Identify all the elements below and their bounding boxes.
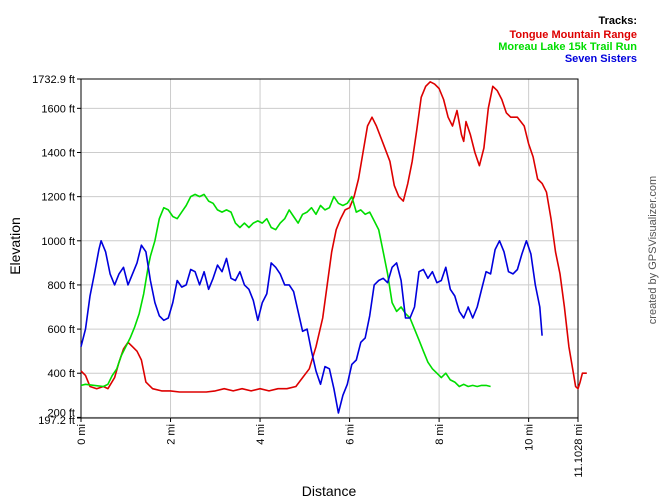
y-tick-label: 1600 ft <box>41 103 75 115</box>
grid <box>77 78 579 422</box>
x-tick-label: 10 mi <box>524 424 536 451</box>
x-axis-title: Distance <box>302 483 357 499</box>
x-tick-label: 6 mi <box>345 424 357 445</box>
x-axis-ticks: 0 mi 2 mi 4 mi 6 mi 8 mi 10 mi 11.1028 mi <box>76 424 585 478</box>
plot-area <box>80 78 579 419</box>
y-tick-label: 197.2 ft <box>38 415 75 427</box>
y-tick-label: 600 ft <box>47 324 75 336</box>
legend-item: Moreau Lake 15k Trail Run <box>498 41 637 53</box>
legend-item: Seven Sisters <box>565 53 637 65</box>
legend-title: Tracks: <box>598 15 637 27</box>
series-line-seven-sisters <box>80 240 543 414</box>
x-tick-label: 11.1028 mi <box>573 424 585 478</box>
y-axis-title: Elevation <box>7 217 23 275</box>
y-tick-label: 1732.9 ft <box>32 74 75 86</box>
x-tick-label: 4 mi <box>255 424 267 445</box>
series-line-moreau-lake-15k-trail-run <box>80 193 491 388</box>
x-tick-label: 8 mi <box>434 424 446 445</box>
x-tick-label: 2 mi <box>166 424 178 445</box>
series-line-tongue-mountain-range <box>80 81 587 393</box>
y-tick-label: 1000 ft <box>41 236 75 248</box>
y-tick-label: 800 ft <box>47 280 75 292</box>
x-tick-label: 0 mi <box>76 424 88 445</box>
y-tick-label: 1200 ft <box>41 192 75 204</box>
y-tick-label: 400 ft <box>47 368 75 380</box>
legend-item: Tongue Mountain Range <box>509 29 637 41</box>
y-tick-label: 200 ft <box>47 407 75 419</box>
series-layer <box>80 81 587 414</box>
y-tick-label: 1400 ft <box>41 147 75 159</box>
credit-text: created by GPSVisualizer.com <box>647 176 659 324</box>
